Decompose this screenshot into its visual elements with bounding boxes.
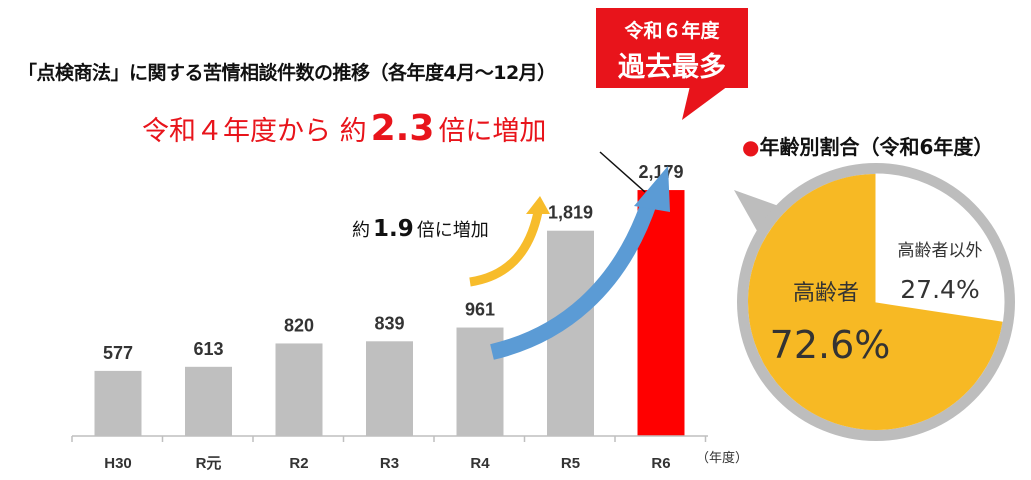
sub-annotation: 約 1.9 倍に増加 [352,216,489,242]
bar-value-label: 839 [374,313,404,333]
x-tick-label: R6 [651,455,670,472]
x-tick-label: R4 [470,455,490,472]
bar-value-label: 961 [465,300,495,320]
pie-layer: 高齢者 72.6% 高齢者以外 27.4% [734,163,1015,441]
age-title-text: 年齢別割合（令和6年度） [759,135,994,159]
headline-post: 倍に増加 [438,116,547,147]
bar-value-label: 577 [103,343,133,363]
growth-arrow-yellow [469,211,543,287]
x-tick-label: R5 [561,455,580,472]
bar-value-label: 2,179 [638,162,683,182]
pie-slice-elderly [748,174,1003,430]
badge-line1: 令和６年度 [624,20,720,42]
red-dot-icon: ● [742,135,760,159]
growth-arrow-yellow-head [526,196,550,214]
x-tick-label: R元 [196,455,222,472]
headline-leader-line [599,151,646,193]
chart-title: 「点検商法」に関する苦情相談件数の推移（各年度4月～12月） [18,62,556,84]
record-badge: 令和６年度 過去最多 [596,8,748,88]
pie-label-non-elderly: 高齢者以外 [898,241,983,261]
age-ratio-title: ●年齢別割合（令和6年度） [742,131,993,160]
bar-R2 [275,343,323,436]
x-tick-label: H30 [104,455,132,472]
pie-label-elderly: 高齢者 [793,281,859,306]
headline-value: 2.3 [370,108,435,149]
growth-arrow-blue-head [634,166,670,212]
bar-value-label: 613 [193,339,223,359]
sub-value: 1.9 [373,216,414,242]
pie-value-elderly: 72.6% [770,323,891,367]
x-tick-label: R2 [289,455,308,472]
bar-H30 [94,370,142,436]
pie-value-non-elderly: 27.4% [900,275,979,304]
pie-slice-non-elderly [875,173,1005,322]
bars-layer: 577 H30 613 R元 820 R2 839 R3 961 R4 1,819 R5 2,179 R6… [71,162,748,472]
badge-line2: 過去最多 [618,52,726,83]
headline-annotation: 令和４年度から 約 2.3 倍に増加 [142,108,546,149]
bar-value-label: 1,819 [548,203,593,223]
bar-R3 [366,341,413,436]
growth-arrow-blue [490,197,658,360]
badge-pointer [682,86,728,120]
arrows-layer [469,86,728,360]
bar-R元 [185,366,232,436]
bar-value-label: 820 [284,315,314,335]
x-axis-unit-label: （年度） [696,450,748,466]
sub-post: 倍に増加 [416,220,489,241]
headline-pre: 令和４年度から 約 [142,116,367,147]
sub-pre: 約 [352,220,370,241]
x-tick-label: R3 [380,455,399,472]
